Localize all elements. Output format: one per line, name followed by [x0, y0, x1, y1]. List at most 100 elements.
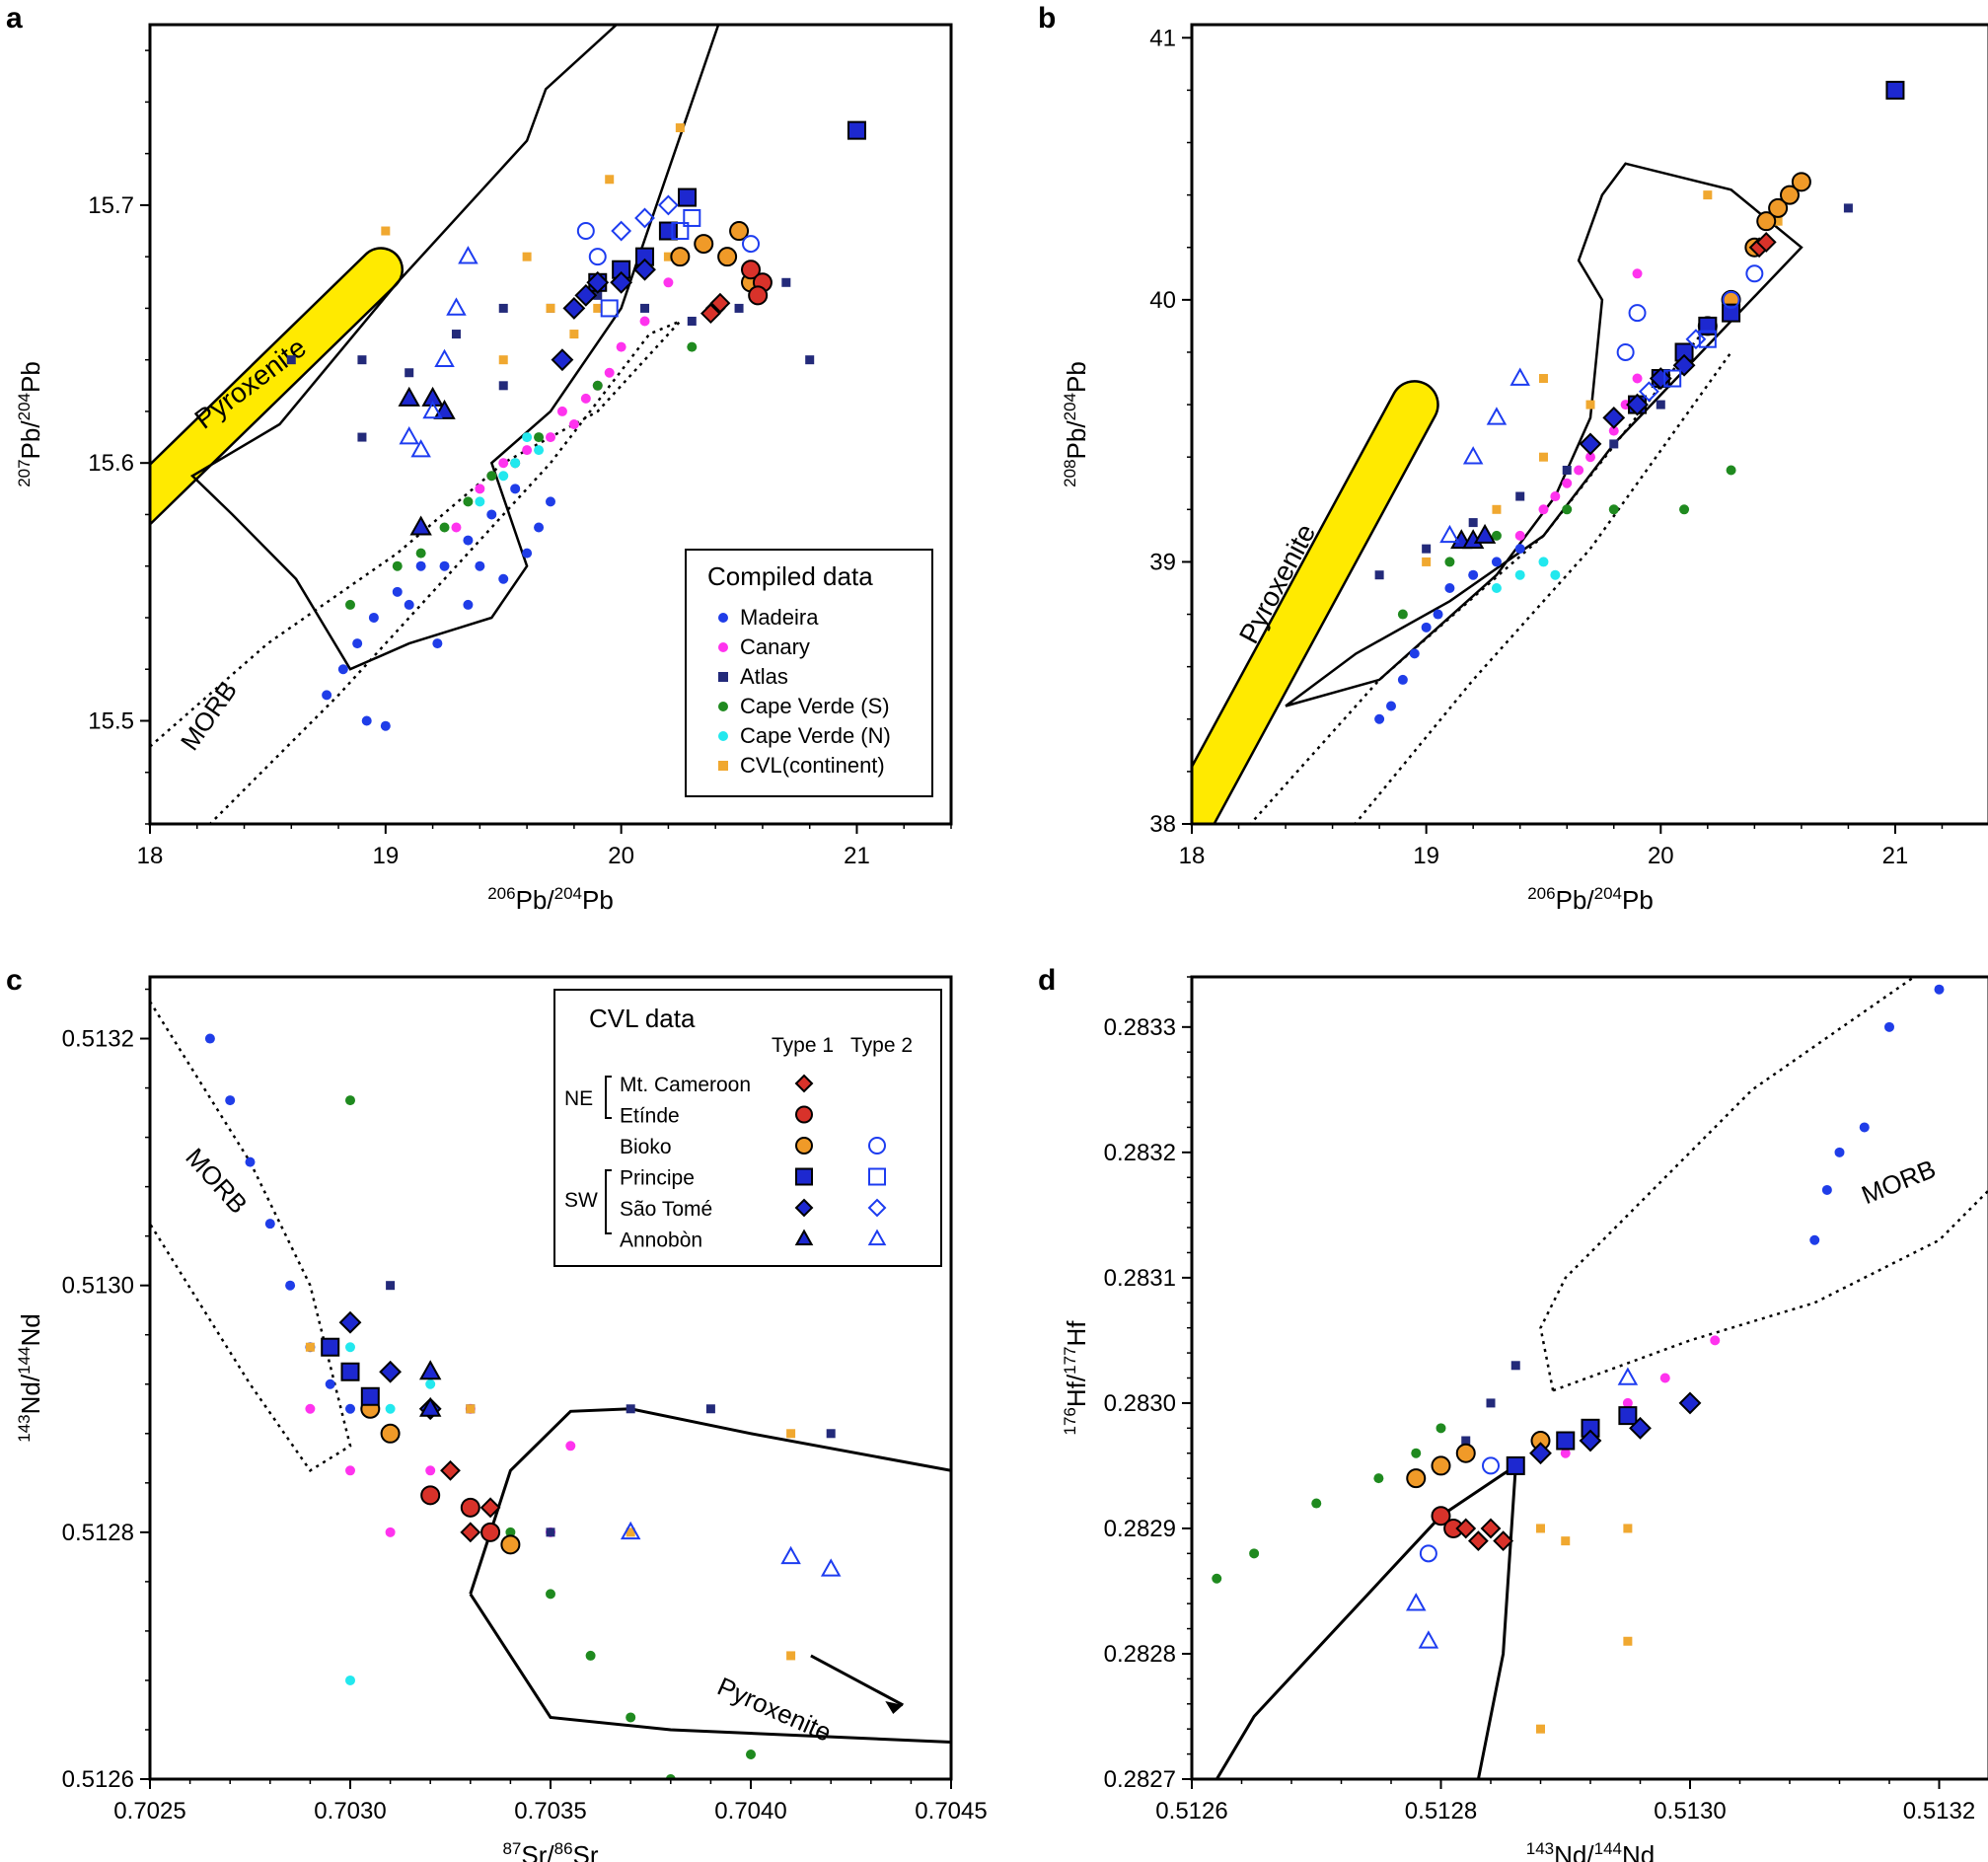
data-point — [568, 419, 579, 429]
legend-cvl: CVL data Type 1 Type 2 NE SW Mt. Cameroon Etín… — [553, 989, 942, 1267]
data-point — [546, 303, 555, 313]
morb-field-lower — [1552, 1189, 1988, 1392]
data-point — [675, 123, 685, 133]
data-point — [742, 235, 760, 254]
data-point — [626, 1404, 635, 1414]
panel-d-letter: d — [1038, 964, 1056, 997]
pyroxenite-field-lower — [469, 1593, 951, 1744]
data-point — [1480, 1518, 1502, 1539]
data-point — [1562, 504, 1573, 515]
data-point — [305, 1403, 316, 1414]
data-point — [593, 290, 603, 300]
data-point — [1374, 713, 1385, 724]
data-point — [1629, 1416, 1652, 1440]
legend-marker-type2 — [867, 1198, 887, 1218]
data-point — [663, 252, 673, 261]
data-point — [1609, 439, 1619, 449]
data-point — [345, 1342, 355, 1353]
data-point — [1623, 1636, 1633, 1646]
data-point — [1561, 1536, 1571, 1546]
series-cape-verde-n- — [345, 1342, 436, 1685]
data-point — [463, 496, 474, 507]
data-point — [475, 484, 485, 494]
data-point — [1623, 1524, 1633, 1533]
data-point — [1560, 1448, 1571, 1458]
series-et-nde-type-1- — [741, 260, 773, 306]
data-point — [522, 432, 533, 443]
y-tick-label: 0.2833 — [1104, 1014, 1176, 1041]
data-point — [1608, 504, 1619, 515]
data-point — [1934, 984, 1945, 995]
data-point — [586, 270, 610, 294]
data-point — [1809, 1234, 1820, 1245]
data-point — [1482, 1456, 1500, 1475]
data-point — [522, 252, 532, 261]
data-point — [639, 316, 650, 327]
data-point — [522, 548, 533, 559]
data-point — [1422, 557, 1432, 566]
legend-entry: Atlas — [740, 664, 788, 689]
legend-marker — [718, 702, 728, 711]
series-annob-n-type-1- — [398, 386, 456, 536]
data-point — [1514, 544, 1525, 555]
data-point — [580, 393, 591, 404]
data-point — [1556, 1431, 1576, 1451]
data-point — [1608, 425, 1619, 436]
data-point — [546, 1527, 555, 1537]
data-point — [1409, 648, 1420, 659]
series-principe-type-2- — [600, 208, 701, 318]
data-point — [1703, 190, 1713, 200]
series-et-nde-type-1- — [1431, 1506, 1464, 1538]
plot-frame — [148, 23, 953, 826]
data-point — [357, 432, 367, 442]
data-point — [410, 439, 431, 458]
data-point — [1486, 1398, 1496, 1408]
data-point — [385, 1403, 396, 1414]
plot-area: MORB — [1212, 977, 1988, 1779]
data-point — [1431, 1506, 1451, 1527]
data-point — [562, 297, 586, 320]
panel-b-letter: b — [1038, 2, 1056, 35]
data-point — [556, 406, 567, 416]
legend-entry: CVL(continent) — [740, 753, 885, 778]
data-point — [569, 330, 579, 339]
legend-marker-type1 — [794, 1074, 814, 1093]
morb-field-lower — [1353, 351, 1732, 824]
data-point — [687, 341, 698, 352]
data-point — [1579, 432, 1602, 456]
legend-marker — [718, 672, 728, 682]
legend-marker — [718, 761, 728, 771]
legend-entry: Madeira — [740, 605, 819, 630]
data-point — [460, 1497, 480, 1518]
data-point — [616, 341, 626, 352]
data-point — [699, 303, 721, 325]
data-point — [1710, 1335, 1721, 1346]
data-point — [338, 1310, 362, 1334]
data-point — [565, 1441, 576, 1452]
data-point — [633, 258, 656, 281]
panel-c-letter: c — [6, 964, 23, 997]
data-point — [626, 1712, 636, 1723]
data-point — [321, 1337, 340, 1357]
data-point — [610, 270, 633, 294]
data-point — [386, 1281, 396, 1291]
series-bioko-type-2- — [576, 222, 760, 266]
morb-label: MORB — [1857, 1154, 1940, 1210]
series-bioko-type-1- — [670, 221, 761, 293]
legend-marker-type2 — [868, 1137, 886, 1154]
data-point — [225, 1095, 236, 1106]
legend-marker-type1 — [794, 1229, 814, 1246]
data-point — [422, 400, 443, 419]
legend-marker-type1 — [795, 1105, 813, 1124]
data-point — [345, 599, 355, 610]
data-point — [746, 1749, 756, 1759]
data-point — [475, 496, 485, 507]
data-point — [498, 458, 509, 469]
data-point — [446, 297, 467, 316]
data-point — [380, 1423, 401, 1444]
morb-label: MORB — [180, 1143, 253, 1220]
series-canary — [1514, 268, 1643, 541]
data-point — [1444, 582, 1455, 593]
